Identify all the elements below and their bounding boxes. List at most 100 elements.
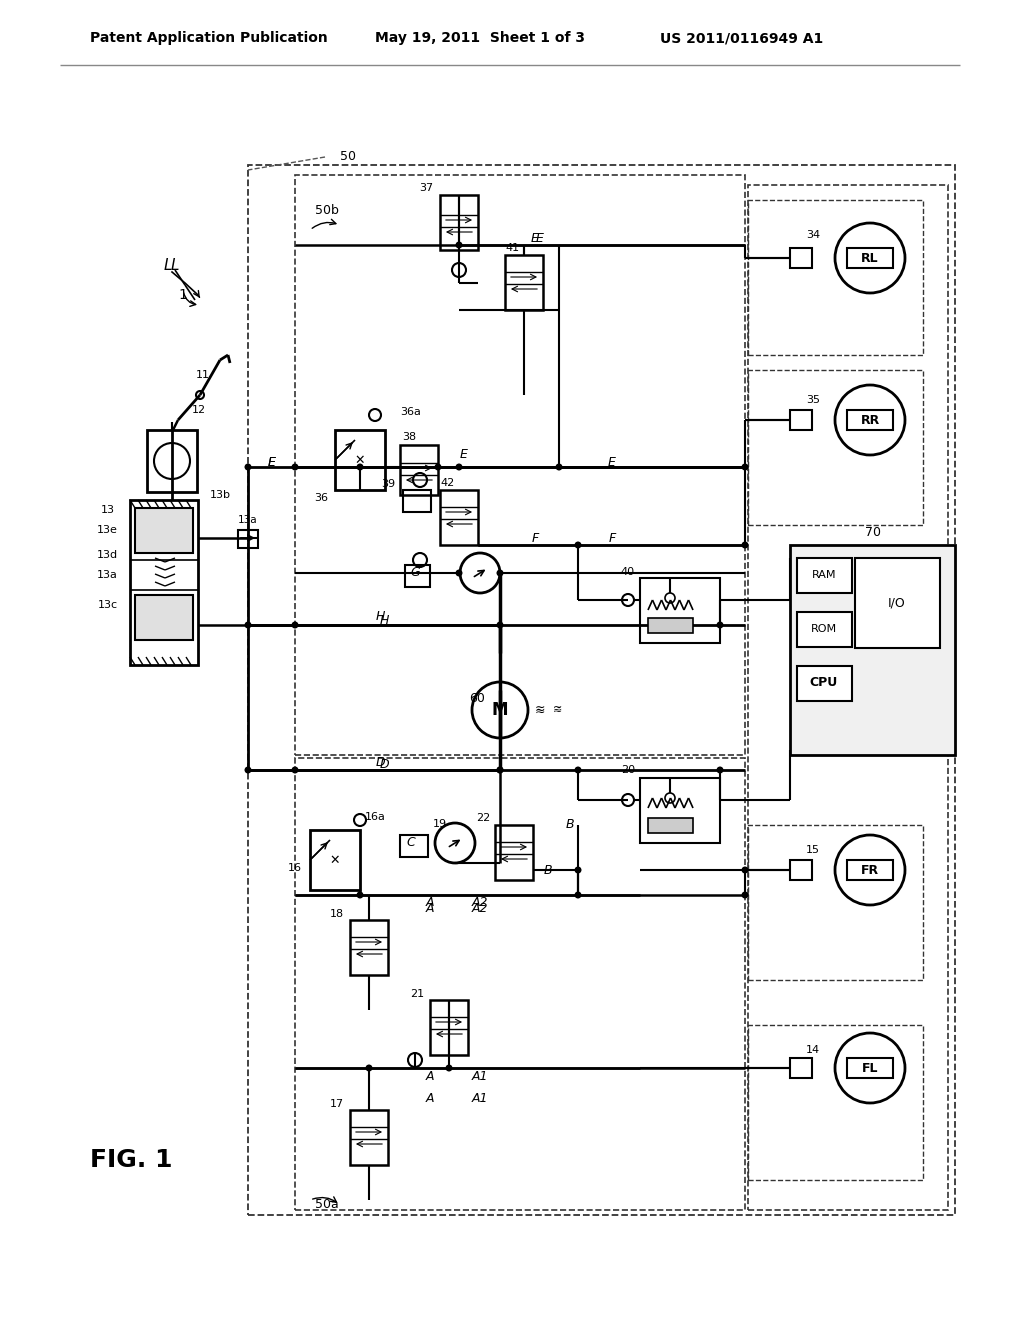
Bar: [855, 558, 940, 648]
Text: FR: FR: [861, 863, 879, 876]
Text: A2: A2: [472, 896, 488, 909]
Text: 13c: 13c: [98, 601, 118, 610]
Circle shape: [245, 622, 252, 628]
Text: F: F: [531, 532, 539, 544]
Text: RL: RL: [861, 252, 879, 264]
Text: RAM: RAM: [812, 570, 837, 579]
Text: ✕: ✕: [354, 454, 366, 466]
Text: C: C: [407, 836, 415, 849]
Bar: [430, 1001, 468, 1055]
Bar: [790, 861, 812, 880]
Bar: [790, 411, 812, 430]
Circle shape: [292, 622, 299, 628]
Text: 36a: 36a: [400, 407, 421, 417]
Text: 40: 40: [621, 568, 635, 577]
Text: 21: 21: [410, 989, 424, 999]
Text: May 19, 2011  Sheet 1 of 3: May 19, 2011 Sheet 1 of 3: [375, 30, 585, 45]
Circle shape: [456, 569, 463, 577]
Bar: [640, 777, 720, 843]
Bar: [748, 825, 923, 979]
Text: 35: 35: [806, 395, 820, 405]
Text: 13d: 13d: [97, 550, 118, 560]
Circle shape: [555, 463, 562, 470]
Circle shape: [434, 463, 441, 470]
Text: D: D: [375, 755, 385, 768]
Bar: [130, 500, 198, 665]
Text: 11: 11: [196, 370, 210, 380]
Circle shape: [366, 1064, 373, 1072]
Text: 41: 41: [505, 243, 519, 253]
Text: B: B: [544, 863, 552, 876]
Bar: [847, 248, 893, 268]
Text: ≋: ≋: [552, 705, 562, 715]
Bar: [640, 578, 720, 643]
Bar: [295, 176, 745, 755]
Text: 50b: 50b: [315, 203, 339, 216]
Text: ROM: ROM: [811, 624, 837, 634]
Text: US 2011/0116949 A1: US 2011/0116949 A1: [660, 30, 823, 45]
Bar: [350, 1110, 388, 1166]
Text: FIG. 1: FIG. 1: [90, 1148, 172, 1172]
Text: F: F: [608, 532, 615, 544]
Text: M: M: [492, 701, 508, 719]
Bar: [847, 861, 893, 880]
Circle shape: [717, 767, 724, 774]
Text: 37: 37: [419, 183, 433, 193]
Text: H: H: [380, 614, 389, 627]
Text: A: A: [426, 896, 434, 909]
Text: ✕: ✕: [330, 854, 340, 866]
Text: 14: 14: [806, 1045, 820, 1055]
Bar: [135, 508, 193, 553]
Text: 70: 70: [865, 527, 881, 540]
Text: D: D: [380, 759, 389, 771]
Text: I/O: I/O: [888, 597, 906, 610]
Text: 60: 60: [469, 692, 485, 705]
Text: 39: 39: [381, 479, 395, 488]
Circle shape: [497, 767, 504, 774]
Circle shape: [574, 866, 582, 874]
Text: 38: 38: [402, 432, 416, 442]
Text: A1: A1: [472, 1069, 488, 1082]
Text: H: H: [376, 610, 385, 623]
Text: 16: 16: [288, 863, 302, 873]
Bar: [790, 545, 955, 755]
Circle shape: [292, 463, 299, 470]
Circle shape: [497, 622, 504, 628]
Bar: [335, 430, 385, 490]
Text: A: A: [426, 1069, 434, 1082]
Circle shape: [456, 242, 463, 248]
Text: 17: 17: [330, 1100, 344, 1109]
Circle shape: [574, 891, 582, 899]
Bar: [295, 758, 745, 1210]
Bar: [238, 531, 258, 548]
Circle shape: [245, 767, 252, 774]
Text: 22: 22: [476, 813, 490, 822]
Bar: [495, 825, 534, 880]
Text: G: G: [411, 565, 420, 578]
Text: FL: FL: [862, 1061, 879, 1074]
Text: B: B: [565, 818, 574, 832]
Circle shape: [356, 463, 364, 470]
Bar: [790, 1059, 812, 1078]
Text: 19: 19: [433, 818, 447, 829]
Text: 13: 13: [101, 506, 115, 515]
Bar: [403, 490, 431, 512]
Text: 13e: 13e: [97, 525, 118, 535]
Bar: [135, 595, 193, 640]
Bar: [797, 612, 852, 647]
Bar: [797, 667, 852, 701]
Text: A: A: [426, 1092, 434, 1105]
Bar: [310, 830, 360, 890]
Bar: [505, 255, 543, 310]
Text: L: L: [164, 257, 172, 272]
Bar: [147, 430, 197, 492]
Circle shape: [245, 463, 252, 470]
Text: 12: 12: [193, 405, 206, 414]
Bar: [748, 370, 923, 525]
Text: 16a: 16a: [365, 812, 386, 822]
Bar: [648, 818, 693, 833]
Text: CPU: CPU: [810, 676, 838, 689]
Text: 20: 20: [621, 766, 635, 775]
Circle shape: [574, 767, 582, 774]
Circle shape: [741, 866, 749, 874]
